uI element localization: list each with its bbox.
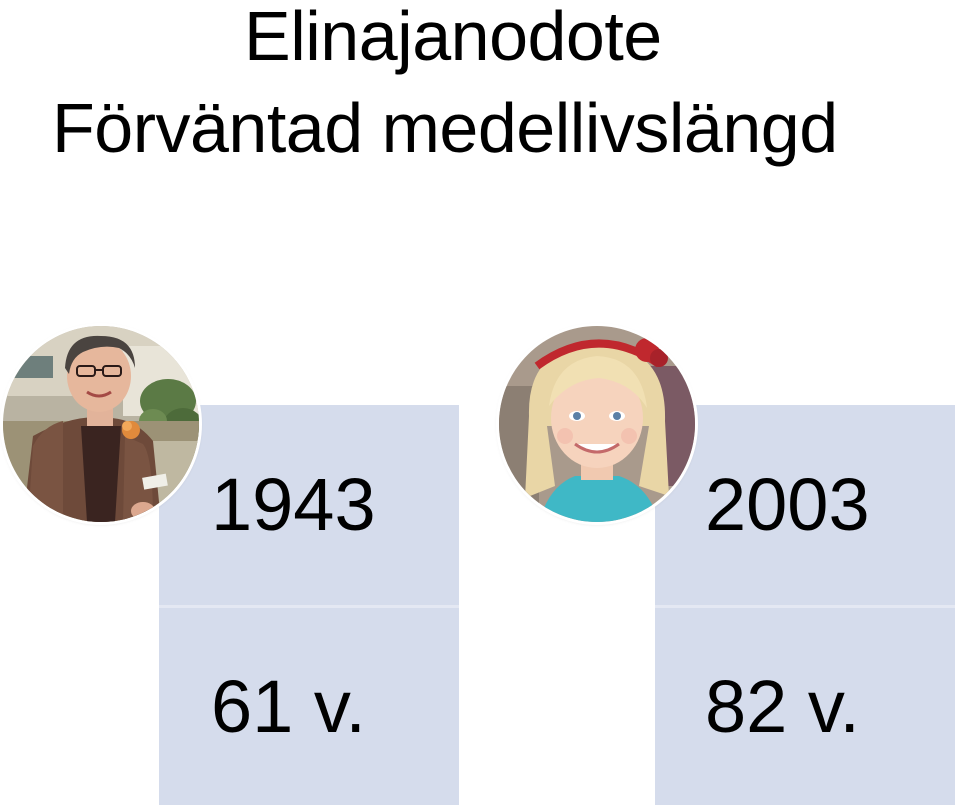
elderly-woman-photo: [3, 326, 199, 522]
life-expectancy-value: 61 v.: [211, 665, 366, 748]
panel-divider: [655, 605, 955, 608]
birth-year: 2003: [705, 463, 870, 546]
slide-title: Elinajanodote Förväntad medellivslängd: [0, 0, 960, 170]
panel-divider: [159, 605, 459, 608]
title-line-swedish: Förväntad medellivslängd: [52, 89, 838, 167]
life-expectancy-value: 82 v.: [705, 665, 860, 748]
young-girl-photo: [499, 326, 695, 522]
comparison-panel-1943: 1943 61 v.: [159, 405, 459, 805]
comparison-panel-2003: 2003 82 v.: [655, 405, 955, 805]
birth-year: 1943: [211, 463, 376, 546]
title-line-finnish: Elinajanodote: [244, 0, 662, 75]
